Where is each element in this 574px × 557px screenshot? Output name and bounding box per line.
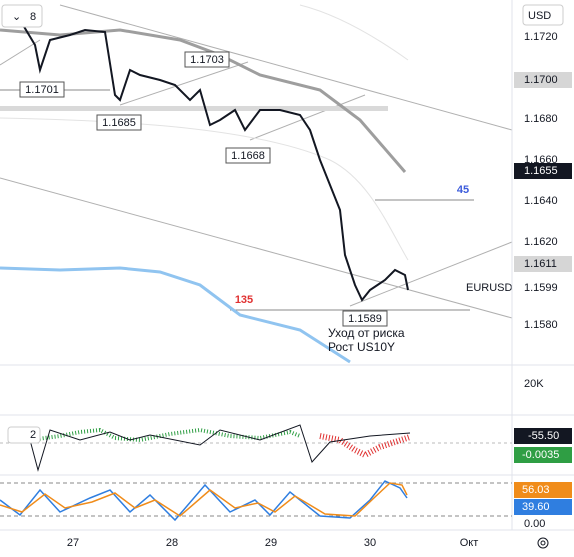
note: Уход от риска — [328, 326, 405, 340]
label: 1.1685 — [102, 117, 136, 129]
currency-button[interactable] — [522, 4, 564, 26]
time-axis: 27 28 29 30 Окт — [67, 537, 478, 549]
tick: 1.1680 — [524, 113, 558, 125]
symbol-label: EURUSD — [466, 282, 513, 294]
macd-value: -0.0035 — [522, 449, 559, 461]
tick: 1.1640 — [524, 195, 558, 207]
stoch-zero: 0.00 — [524, 518, 545, 530]
macd-period: 2 — [30, 429, 36, 441]
moving-average-long — [0, 266, 351, 364]
chevron: ⌄ — [12, 11, 21, 23]
tick: 1.1660 — [524, 154, 558, 166]
volume-scale: 20K — [524, 378, 544, 390]
settings-icon[interactable] — [537, 537, 549, 549]
price-labels: 1.1701 1.1703 1.1685 1.1668 1.1589 — [19, 51, 388, 327]
tick: 1.1620 — [524, 236, 558, 248]
drawings — [0, 4, 513, 319]
label: 1.1703 — [190, 54, 224, 66]
tick: 1.1720 — [524, 31, 558, 43]
label: 1.1668 — [231, 150, 265, 162]
count-label: 135 — [235, 294, 253, 306]
tick: 1.1700 — [524, 74, 558, 86]
tick: 29 — [265, 537, 277, 549]
tick: 27 — [67, 537, 79, 549]
interval-button[interactable] — [1, 4, 43, 28]
price-axis: 1.1720 1.1700 1.1680 1.1660 1.1655 1.164… — [514, 31, 572, 331]
count-label: 45 — [457, 184, 469, 196]
interval: 8 — [30, 11, 36, 23]
tick: 30 — [364, 537, 376, 549]
stoch-k: 56.03 — [522, 484, 550, 496]
macd-pane: 2 -55.50 -0.0035 — [0, 424, 572, 472]
tick: 1.1599 — [524, 282, 558, 294]
tick: 1.1580 — [524, 319, 558, 331]
stochastic-pane: 56.03 39.60 0.00 — [0, 480, 572, 530]
note: Рост US10Y — [328, 340, 395, 354]
highlight-band — [0, 106, 388, 111]
macd-value: -55.50 — [528, 430, 559, 442]
stoch-d: 39.60 — [522, 501, 550, 513]
label: 1.1701 — [25, 84, 59, 96]
tick: 28 — [166, 537, 178, 549]
label: 1.1589 — [348, 313, 382, 325]
currency: USD — [528, 10, 551, 22]
tick: 1.1611 — [524, 258, 557, 270]
tick: 1.1655 — [524, 165, 558, 177]
price-line — [4, 18, 409, 302]
tick: Окт — [460, 537, 479, 549]
